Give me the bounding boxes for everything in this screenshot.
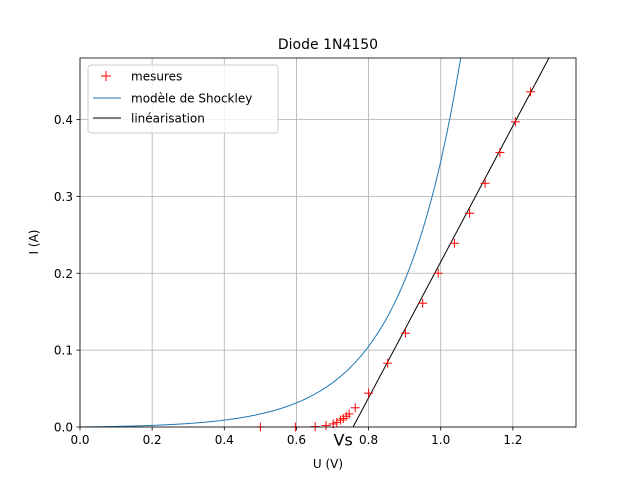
x-tick-label: 0.4 [215, 433, 234, 447]
linearisation-line [352, 58, 550, 427]
legend-marker-mesures [101, 71, 111, 81]
measurement-point [526, 87, 536, 97]
y-tick-label: 0.3 [54, 190, 73, 204]
y-axis-ticks: 0.0 0.1 0.2 0.3 0.4 [54, 113, 80, 435]
measurement-point [465, 208, 475, 218]
measurement-point [350, 403, 360, 413]
x-axis-label: U (V) [313, 457, 343, 471]
measurement-point [418, 298, 428, 308]
annotation-vs: Vs [334, 430, 353, 449]
y-tick-label: 0.2 [54, 267, 73, 281]
measurement-point [364, 388, 374, 398]
y-tick-label: 0.4 [54, 113, 73, 127]
chart-title: Diode 1N4150 [278, 37, 378, 53]
axes-frame [79, 57, 577, 428]
y-tick-label: 0.1 [54, 344, 73, 358]
measurement-point [510, 117, 520, 127]
measurement-point [433, 268, 443, 278]
legend-label-mesures: mesures [131, 70, 182, 84]
x-axis-ticks: 0.0 0.2 0.4 0.6 0.8 1.0 1.2 [70, 427, 522, 447]
x-tick-label: 0.8 [359, 433, 378, 447]
x-tick-label: 1.2 [503, 433, 522, 447]
legend-label-linearisation: linéarisation [131, 112, 205, 126]
y-tick-label: 0.0 [54, 421, 73, 435]
measurement-point [449, 238, 459, 248]
measurement-point [383, 358, 393, 368]
measurement-point [332, 417, 342, 427]
measurement-point [321, 420, 331, 430]
x-tick-label: 0.0 [70, 433, 89, 447]
measurement-point [480, 178, 490, 188]
shockley-model-line [80, 58, 462, 427]
legend-box [87, 64, 279, 134]
x-tick-label: 0.6 [287, 433, 306, 447]
measurement-point [400, 328, 410, 338]
legend: mesures modèle de Shockley linéarisation [87, 64, 279, 134]
x-tick-label: 1.0 [431, 433, 450, 447]
x-tick-label: 0.2 [143, 433, 162, 447]
y-axis-label: I (A) [27, 230, 41, 255]
legend-label-shockley: modèle de Shockley [131, 92, 252, 106]
measurement-point [344, 409, 354, 419]
measurement-point [495, 148, 505, 158]
